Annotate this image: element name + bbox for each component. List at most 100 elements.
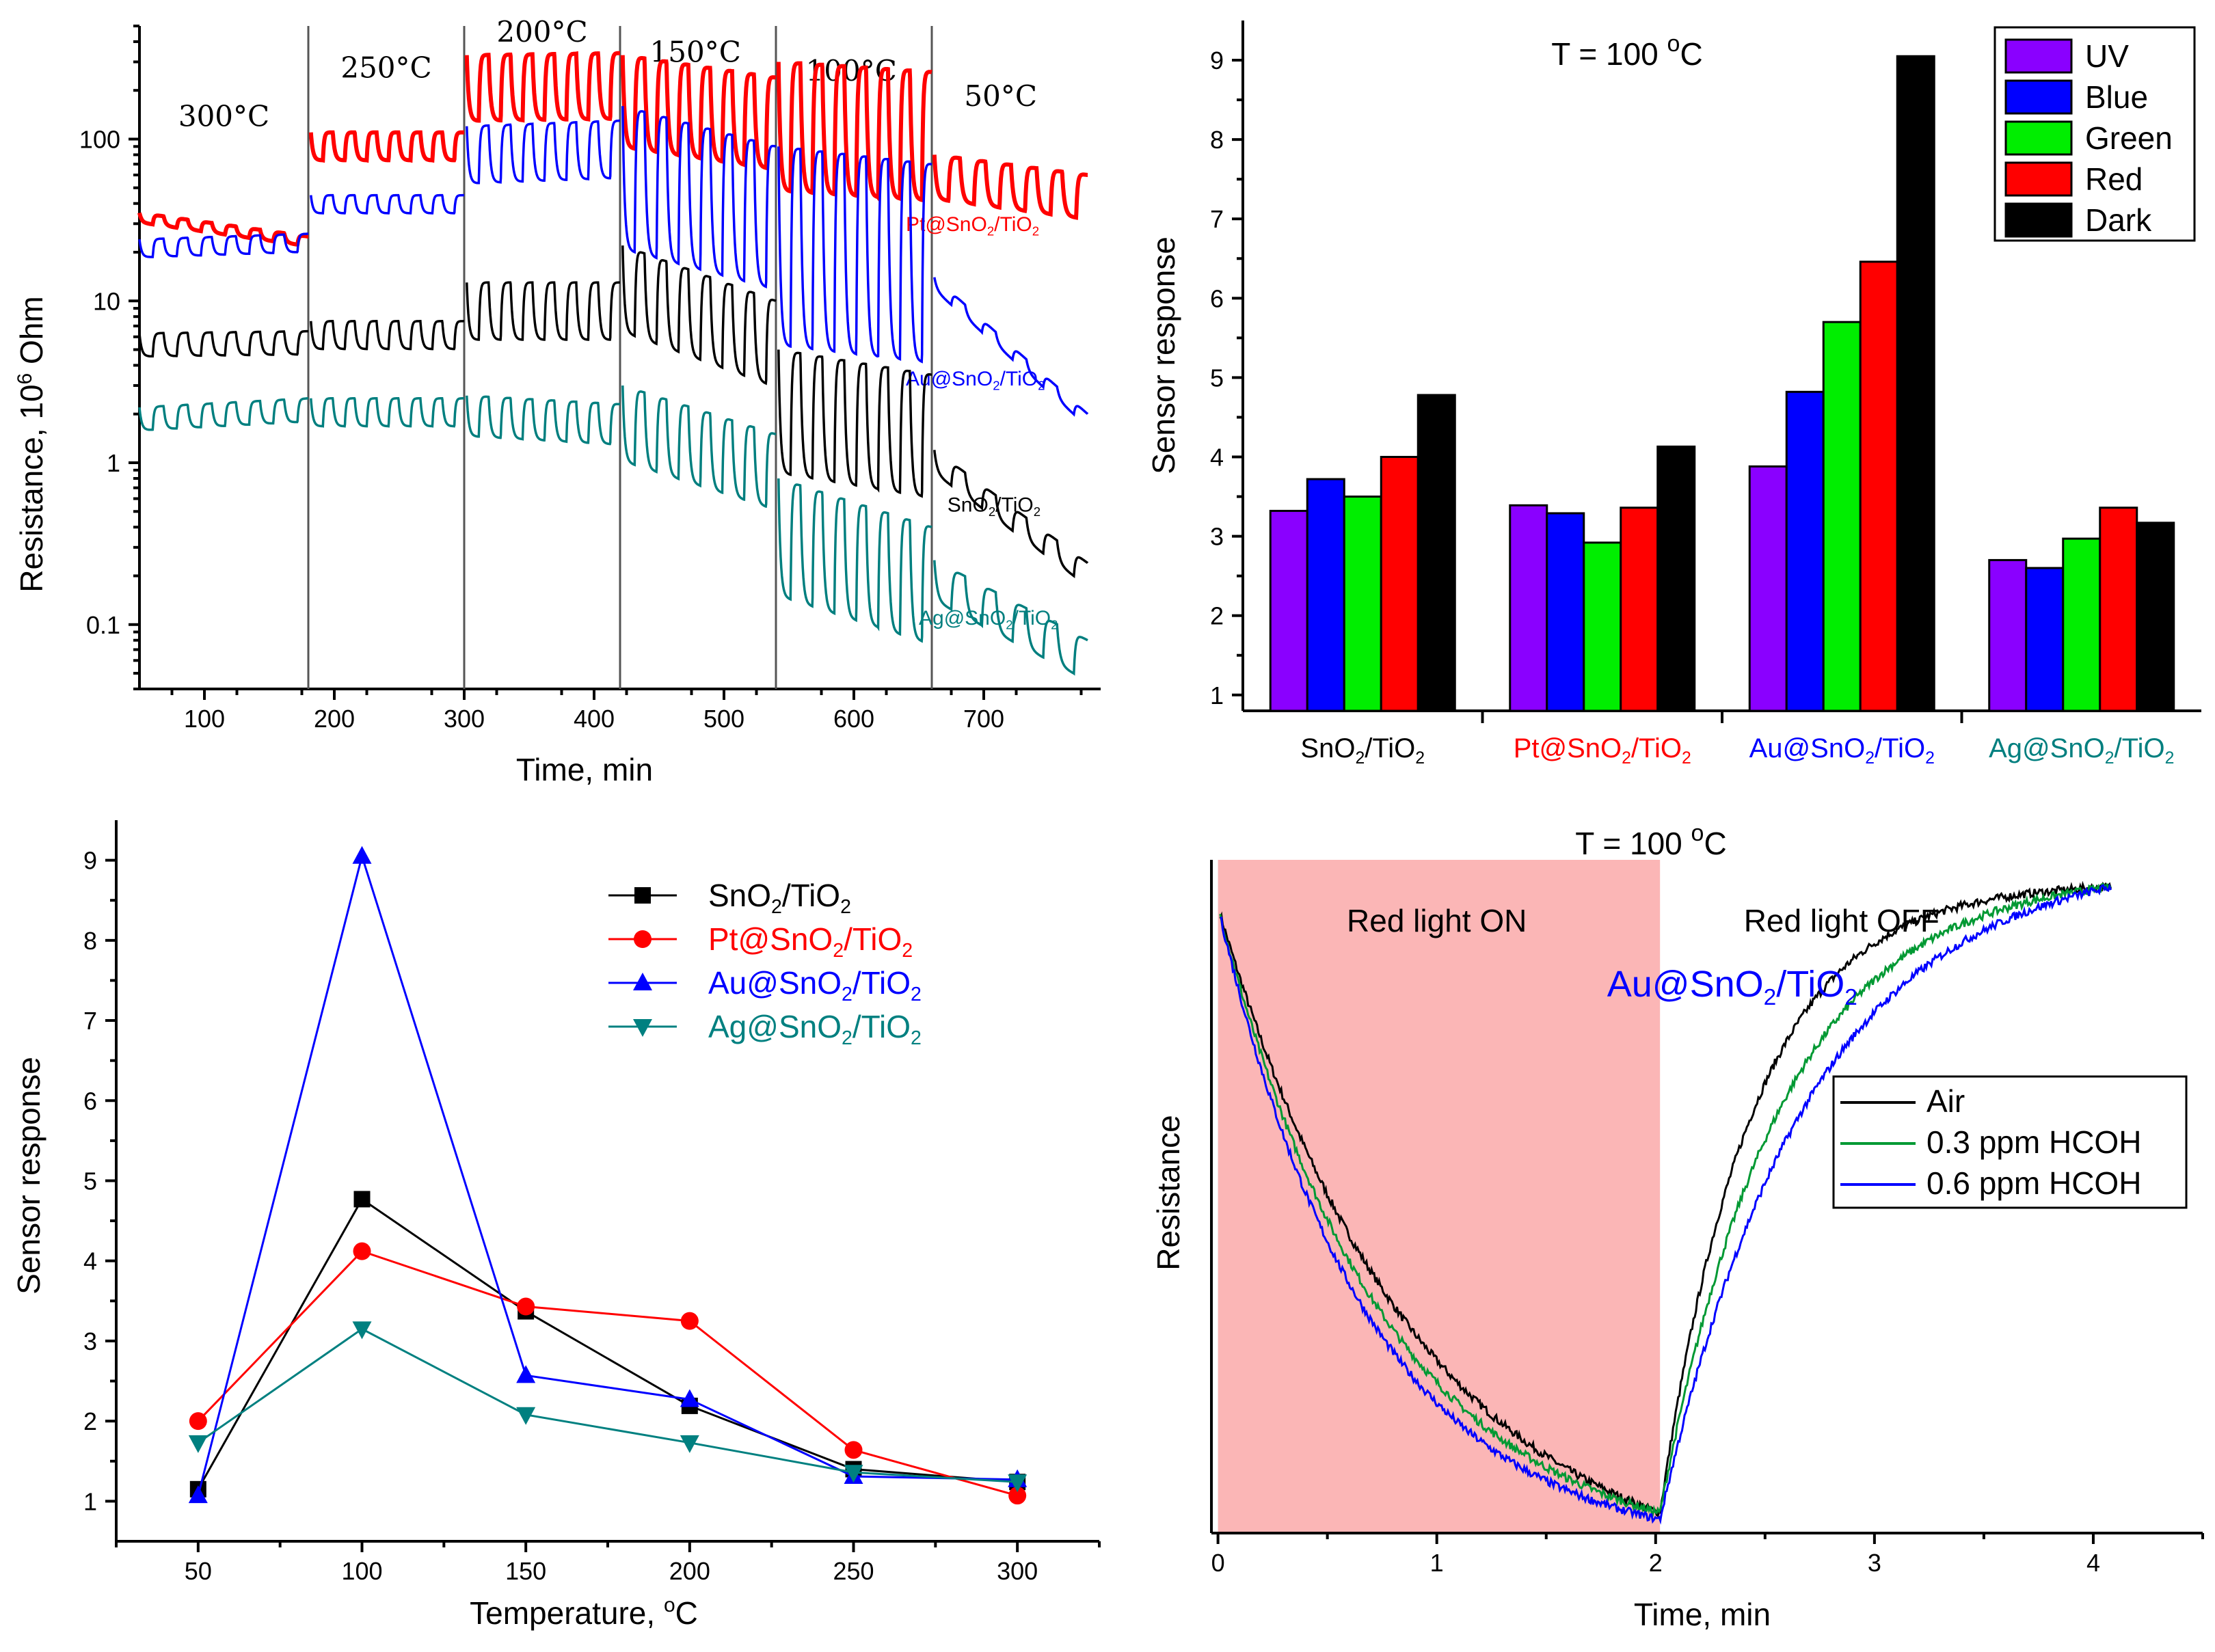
category-label-0: SnO2/TiO2	[1300, 733, 1425, 768]
response-temperature-ytick-label: 1	[83, 1487, 97, 1515]
resistance-time-xtick-label: 200	[314, 705, 355, 733]
series-marker-pt-sno2-tio2	[680, 1312, 699, 1330]
legend-label-0-3-ppm-hcoh: 0.3 ppm HCOH	[1927, 1124, 2141, 1160]
series-marker-pt-sno2-tio2	[517, 1297, 535, 1316]
legend-marker-ag-sno2-tio2	[633, 1019, 652, 1037]
series-label-pt-sno2-tio2: Pt@SnO2/TiO2	[906, 213, 1039, 239]
bar-dark-0	[1417, 394, 1456, 712]
series-marker-pt-sno2-tio2	[1008, 1487, 1027, 1505]
series-line-sno2-tio2	[138, 245, 1089, 578]
bar-response-plot-area: 1 2 3 4 5 6 7 8 9 SnO2/TiO2 Pt@SnO2/TiO2 Au@SnO2/Ti…	[1210, 21, 2201, 768]
bar-dark-3	[2136, 522, 2175, 712]
panel-bar-response: 1 2 3 4 5 6 7 8 9 SnO2/TiO2 Pt@SnO2/TiO2 Au@SnO2/Ti…	[1146, 21, 2201, 768]
bar-response-title: T = 100 oC	[1551, 31, 1702, 72]
legend-marker-pt-sno2-tio2	[634, 930, 652, 948]
bar-response-ytick-label: 9	[1210, 46, 1224, 75]
response-temperature-ylabel: Sensor response	[11, 1057, 46, 1295]
response-temperature-xtick-label: 250	[833, 1557, 874, 1585]
series-label-sno2-tio2: SnO2/TiO2	[948, 493, 1041, 519]
legend-swatch-uv	[2004, 38, 2073, 74]
bar-green-2	[1822, 321, 1862, 712]
bar-response-ytick-label: 5	[1210, 364, 1224, 392]
transient-xtick-label: 4	[2086, 1549, 2100, 1577]
bar-blue-3	[2025, 567, 2065, 712]
response-temperature-ytick-label: 3	[83, 1327, 97, 1355]
transient-xtick-label: 1	[1430, 1549, 1444, 1577]
bar-red-3	[2099, 506, 2138, 712]
resistance-time-ytick-label: 0.1	[86, 611, 120, 639]
bar-response-ytick-label: 1	[1210, 681, 1224, 709]
series-marker-ag-sno2-tio2	[516, 1407, 536, 1425]
legend-swatch-red	[2004, 161, 2073, 197]
bar-green-0	[1343, 496, 1382, 712]
transient-xtick-label: 0	[1211, 1549, 1225, 1577]
transient-xtick-label: 2	[1649, 1549, 1663, 1577]
bar-response-ytick-label: 8	[1210, 126, 1224, 154]
transient-xtick-label: 3	[1868, 1549, 1881, 1577]
response-temperature-xtick-label: 300	[997, 1557, 1038, 1585]
resistance-time-ytick-label: 100	[79, 125, 120, 153]
response-temperature-plot-area: 1 2 3 4 5 6 7 8 9 50 100 150 200 250 300 SnO2/TiO2Pt@Sn…	[83, 820, 1101, 1585]
legend-label-pt-sno2-tio2: Pt@SnO2/TiO2	[708, 921, 913, 962]
series-marker-ag-sno2-tio2	[352, 1321, 372, 1340]
legend-swatch-green	[2004, 120, 2073, 156]
bar-uv-2	[1748, 465, 1788, 712]
series-line-au-sno2-tio2	[197, 852, 1018, 1496]
category-label-1: Pt@SnO2/TiO2	[1514, 733, 1691, 768]
response-temperature-ytick-label: 7	[83, 1007, 97, 1035]
response-temperature-xtick-label: 200	[669, 1557, 710, 1585]
response-temperature-xtick-label: 150	[505, 1557, 546, 1585]
response-temperature-ytick-label: 2	[83, 1407, 97, 1435]
light-on-label: Red light ON	[1347, 903, 1527, 938]
bar-blue-2	[1785, 390, 1825, 712]
series-marker-sno2-tio2	[353, 1191, 371, 1208]
light-on-region	[1218, 860, 1661, 1533]
transient-plot-area: 0 1 2 3 4 Red light ON Red light OFF Au@SnO2/Ti…	[1210, 860, 2204, 1577]
bar-response-ytick-label: 7	[1210, 205, 1224, 233]
response-temperature-ytick-label: 6	[83, 1087, 97, 1115]
legend-label-dark: Dark	[2085, 202, 2152, 238]
legend-label-ag-sno2-tio2: Ag@SnO2/TiO2	[708, 1009, 922, 1049]
bar-blue-1	[1546, 512, 1585, 712]
series-marker-au-sno2-tio2	[516, 1365, 536, 1383]
resistance-time-xlabel: Time, min	[516, 752, 653, 787]
resistance-time-ytick-label: 10	[93, 287, 120, 315]
series-line-ag-sno2-tio2	[138, 385, 1088, 676]
series-line-ag-sno2-tio2	[197, 1327, 1018, 1483]
legend-label-red: Red	[2085, 161, 2143, 197]
series-line-0-6-ppm-hcoh	[1220, 883, 2112, 1525]
legend-marker-sno2-tio2	[634, 887, 651, 904]
bar-response-ytick-label: 3	[1210, 523, 1224, 551]
series-marker-pt-sno2-tio2	[353, 1242, 371, 1260]
bar-green-1	[1583, 541, 1622, 712]
bar-response-ytick-label: 2	[1210, 602, 1224, 630]
legend-marker-au-sno2-tio2	[633, 973, 652, 990]
resistance-time-xtick-label: 400	[574, 705, 615, 733]
temperature-step-label: 200°C	[496, 15, 587, 49]
resistance-time-xtick-label: 100	[184, 705, 225, 733]
legend-label-uv: UV	[2085, 38, 2129, 74]
response-temperature-xtick-label: 50	[185, 1557, 212, 1585]
series-marker-ag-sno2-tio2	[1008, 1474, 1028, 1493]
sample-label: Au@SnO2/TiO2	[1607, 964, 1857, 1010]
bar-dark-2	[1896, 55, 1935, 712]
transient-xlabel: Time, min	[1634, 1597, 1771, 1632]
temperature-step-label: 50°C	[964, 79, 1037, 113]
series-marker-ag-sno2-tio2	[844, 1465, 863, 1483]
resistance-time-xtick-label: 700	[963, 705, 1004, 733]
response-temperature-ytick-label: 8	[83, 927, 97, 955]
bar-response-ytick-label: 4	[1210, 444, 1224, 472]
bar-uv-0	[1269, 509, 1308, 712]
panel-response-temperature: 1 2 3 4 5 6 7 8 9 50 100 150 200 250 300 SnO2/TiO2Pt@Sn…	[11, 820, 1101, 1631]
legend-label-au-sno2-tio2: Au@SnO2/TiO2	[708, 965, 922, 1005]
resistance-time-xtick-label: 500	[703, 705, 744, 733]
series-marker-au-sno2-tio2	[352, 845, 372, 864]
series-line-0-3-ppm-hcoh	[1219, 882, 2112, 1517]
light-off-label: Red light OFF	[1744, 903, 1939, 938]
panel-transient: 0 1 2 3 4 Red light ON Red light OFF Au@SnO2/Ti…	[1151, 820, 2204, 1632]
bar-green-3	[2062, 537, 2102, 712]
resistance-time-ytick-label: 1	[107, 449, 120, 477]
series-marker-au-sno2-tio2	[188, 1485, 208, 1504]
legend-label-green: Green	[2085, 120, 2173, 156]
